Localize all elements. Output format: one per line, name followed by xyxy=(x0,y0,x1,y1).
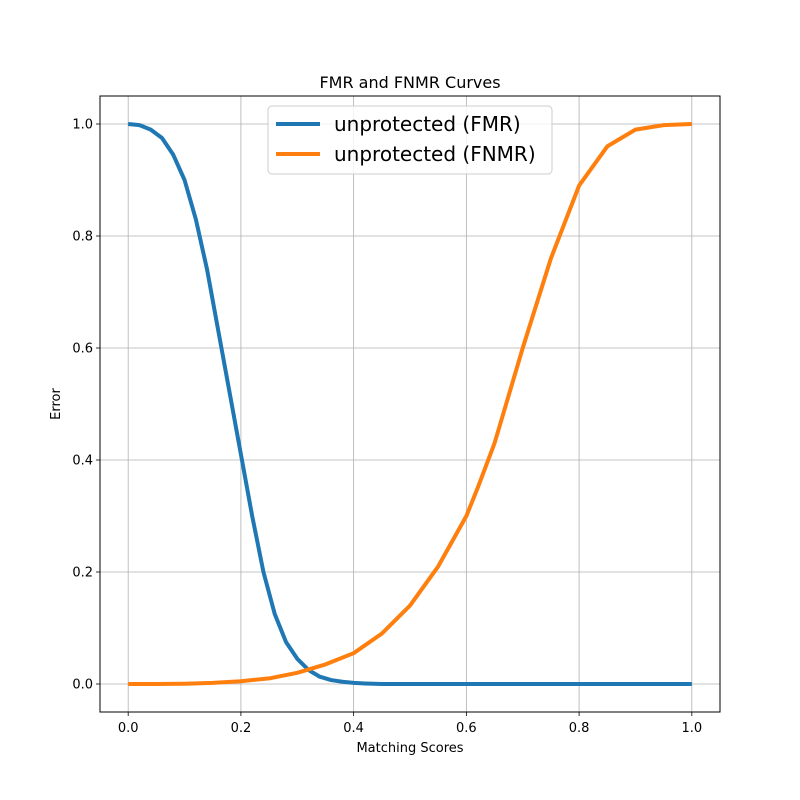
series-line-fmr xyxy=(127,122,692,686)
x-axis-ticks: 0.0 0.2 0.4 0.6 0.8 1.0 xyxy=(118,712,702,736)
grid-lines xyxy=(100,96,720,712)
y-tick-label: 0.6 xyxy=(72,342,93,357)
legend-box xyxy=(267,105,553,175)
x-tick-label: 0.2 xyxy=(231,721,252,736)
x-tick-label: 0.4 xyxy=(343,721,364,736)
y-tick-label: 0.2 xyxy=(72,566,93,581)
plot-frame xyxy=(99,95,721,713)
legend-entry-label: unprotected (FMR) xyxy=(334,112,521,136)
y-axis-ticks: 0.0 0.2 0.4 0.6 0.8 1.0 xyxy=(72,118,100,693)
x-tick-label: 0.0 xyxy=(118,721,139,736)
legend: unprotected (FMR) unprotected (FNMR) xyxy=(267,105,553,175)
x-tick-label: 1.0 xyxy=(681,721,702,736)
chart-title: FMR and FNMR Curves xyxy=(319,73,500,92)
y-tick-label: 0.0 xyxy=(72,678,93,693)
y-tick-label: 0.8 xyxy=(72,230,93,245)
y-tick-label: 0.4 xyxy=(72,454,93,469)
legend-entry-label: unprotected (FNMR) xyxy=(334,142,536,166)
x-tick-label: 0.6 xyxy=(456,721,477,736)
y-tick-label: 1.0 xyxy=(72,118,93,133)
series-lines xyxy=(127,122,692,686)
plot-area xyxy=(100,96,720,712)
x-tick-label: 0.8 xyxy=(569,721,590,736)
y-axis-label: Error xyxy=(49,388,64,420)
x-axis-label: Matching Scores xyxy=(356,741,463,756)
series-line-fnmr xyxy=(128,122,692,686)
